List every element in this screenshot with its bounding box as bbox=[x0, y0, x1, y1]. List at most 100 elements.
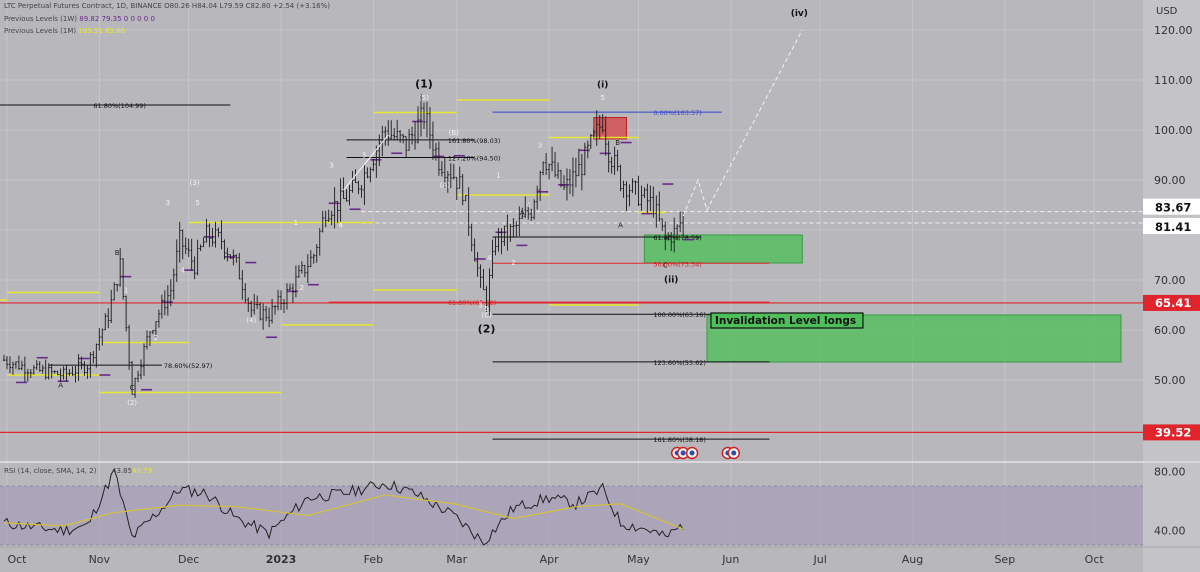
x-tick-label: Feb bbox=[364, 553, 383, 566]
current-price-tag bbox=[1143, 217, 1200, 234]
chart-title: LTC Perpetual Futures Contract, 1D, BINA… bbox=[4, 2, 162, 10]
wave-label: 3 bbox=[478, 302, 482, 310]
rsi-value: 43.85 bbox=[112, 467, 132, 475]
wave-label: 3 bbox=[329, 162, 333, 170]
fib-label: 78.60%(52.97) bbox=[164, 362, 212, 370]
x-tick-label: Nov bbox=[89, 553, 111, 566]
wave-label: C bbox=[663, 262, 668, 270]
wave-label: A bbox=[618, 222, 623, 230]
red-price-label: 39.52 bbox=[1155, 425, 1191, 439]
wave-label: B bbox=[115, 249, 120, 257]
prev-levels-1w-row[interactable]: Previous Levels (1W) 89.82 79.35 0 0 0 0… bbox=[4, 15, 155, 23]
wave-label: 2 bbox=[300, 284, 304, 292]
wave-label: B bbox=[615, 139, 620, 147]
wave-label: (iv) bbox=[791, 9, 808, 19]
wave-label: (2) bbox=[127, 399, 137, 407]
wave-label: (A) bbox=[440, 182, 451, 190]
wave-label: (3) bbox=[190, 179, 200, 187]
x-tick-label: Jul bbox=[813, 553, 827, 566]
fib-label: 161.80%(98.03) bbox=[448, 137, 501, 145]
fib-label: 161.80%(38.18) bbox=[653, 436, 706, 444]
fib-label: 127.20%(94.50) bbox=[448, 155, 501, 163]
x-tick-label: Jun bbox=[721, 553, 739, 566]
rsi-y-tick-label: 80.00 bbox=[1154, 465, 1186, 478]
fib-label: 61.80%(104.99) bbox=[93, 102, 146, 110]
wave-label: (i) bbox=[597, 81, 608, 91]
prev-levels-1w-label: Previous Levels (1W) bbox=[4, 15, 77, 23]
wave-label: A bbox=[58, 382, 63, 390]
wave-label: (1) bbox=[415, 78, 433, 91]
x-tick-label: May bbox=[627, 553, 650, 566]
rsi-y-tick-label: 40.00 bbox=[1154, 524, 1186, 537]
x-tick-label: Oct bbox=[7, 553, 27, 566]
wave-label: 4 bbox=[180, 267, 185, 275]
projection-path bbox=[343, 29, 803, 217]
y-tick-label: 100.00 bbox=[1154, 124, 1193, 137]
x-tick-label: Oct bbox=[1085, 553, 1105, 566]
rsi-ma-value: 40.79 bbox=[132, 467, 152, 475]
wave-label: (ii) bbox=[664, 276, 678, 286]
prev-levels-1w-values: 89.82 79.35 0 0 0 0 0 bbox=[79, 15, 155, 23]
chart-background bbox=[0, 0, 1143, 572]
x-tick-label: Sep bbox=[994, 553, 1015, 566]
rsi-band bbox=[0, 486, 1143, 545]
trend-line bbox=[343, 134, 389, 191]
x-tick-label: Mar bbox=[446, 553, 467, 566]
red-price-tag bbox=[1143, 424, 1200, 441]
x-tick-label: Apr bbox=[540, 553, 560, 566]
prev-levels-1m-label: Previous Levels (1M) bbox=[4, 27, 77, 35]
y-tick-label: 90.00 bbox=[1154, 174, 1186, 187]
wave-label: C bbox=[130, 384, 135, 392]
rsi-ma-line bbox=[3, 494, 684, 530]
current-price-tag bbox=[1143, 198, 1200, 215]
price-axis-panel bbox=[1143, 0, 1200, 572]
fib-label: 123.60%(53.62) bbox=[653, 359, 706, 367]
wave-label: 1 bbox=[496, 172, 500, 180]
fib-label: 100.00%(63.16) bbox=[653, 311, 706, 319]
wave-labels: (1) (2) (i) (ii) (iv) (5) 5 (B) (A) (3) (4) (2) (C) 3… bbox=[58, 9, 864, 460]
wave-label: 2 bbox=[511, 259, 515, 267]
axes: 120.00110.00100.0090.0080.0070.0060.0050… bbox=[0, 24, 1200, 566]
wave-label: (C) bbox=[481, 312, 492, 320]
x-tick-label: Dec bbox=[178, 553, 199, 566]
wave-label: A bbox=[520, 209, 525, 217]
x-tick-label: Aug bbox=[902, 553, 923, 566]
y-tick-label: 70.00 bbox=[1154, 274, 1186, 287]
economic-event-icon-core bbox=[689, 450, 695, 456]
chart-title-row: LTC Perpetual Futures Contract, 1D, BINA… bbox=[4, 2, 330, 10]
rsi-label: RSI (14, close, SMA, 14, 2) bbox=[4, 467, 97, 475]
y-tick-label: 60.00 bbox=[1154, 324, 1186, 337]
candles bbox=[2, 93, 685, 398]
invalidation-label: Invalidation Level longs bbox=[715, 315, 856, 327]
y-tick-label: 110.00 bbox=[1154, 74, 1193, 87]
x-tick-label: 2023 bbox=[266, 553, 297, 566]
wave-label: 5 bbox=[600, 94, 604, 102]
wave-label: (B) bbox=[449, 129, 460, 137]
y-tick-label: 50.00 bbox=[1154, 374, 1186, 387]
prev-levels-1m-values: 103.51 83.86 bbox=[78, 27, 126, 35]
current-price-label: 81.41 bbox=[1155, 220, 1191, 234]
y-unit-label: USD bbox=[1156, 6, 1178, 17]
red-price-tag bbox=[1143, 294, 1200, 311]
wave-label: 3 bbox=[538, 142, 542, 150]
wave-label: 4 bbox=[487, 254, 492, 262]
wave-label: 5 bbox=[362, 152, 366, 160]
green-zone-upper bbox=[643, 234, 803, 264]
wave-label: 5 bbox=[484, 305, 488, 313]
wave-label: 2 bbox=[154, 334, 158, 342]
fib-label: 50.00%(73.34) bbox=[653, 260, 701, 268]
wave-label: (4) bbox=[246, 317, 256, 325]
current-price-label: 83.67 bbox=[1155, 201, 1191, 215]
wave-label: (5) bbox=[419, 94, 429, 102]
invalidation-box bbox=[710, 312, 864, 329]
wave-label: 4 bbox=[526, 202, 531, 210]
ohlc-values: O80.26 H84.04 L79.59 C82.80 +2.54 (+3.16… bbox=[164, 2, 331, 10]
economic-event-icon-core bbox=[680, 450, 686, 456]
wave-label: 3 bbox=[166, 199, 170, 207]
prev-levels-1m-row[interactable]: Previous Levels (1M) 103.51 83.86 bbox=[4, 27, 125, 35]
wave-label: 5 bbox=[195, 199, 199, 207]
economic-event-icon-core bbox=[731, 450, 737, 456]
wave-label: (2) bbox=[478, 323, 496, 336]
red-zone bbox=[593, 117, 628, 140]
